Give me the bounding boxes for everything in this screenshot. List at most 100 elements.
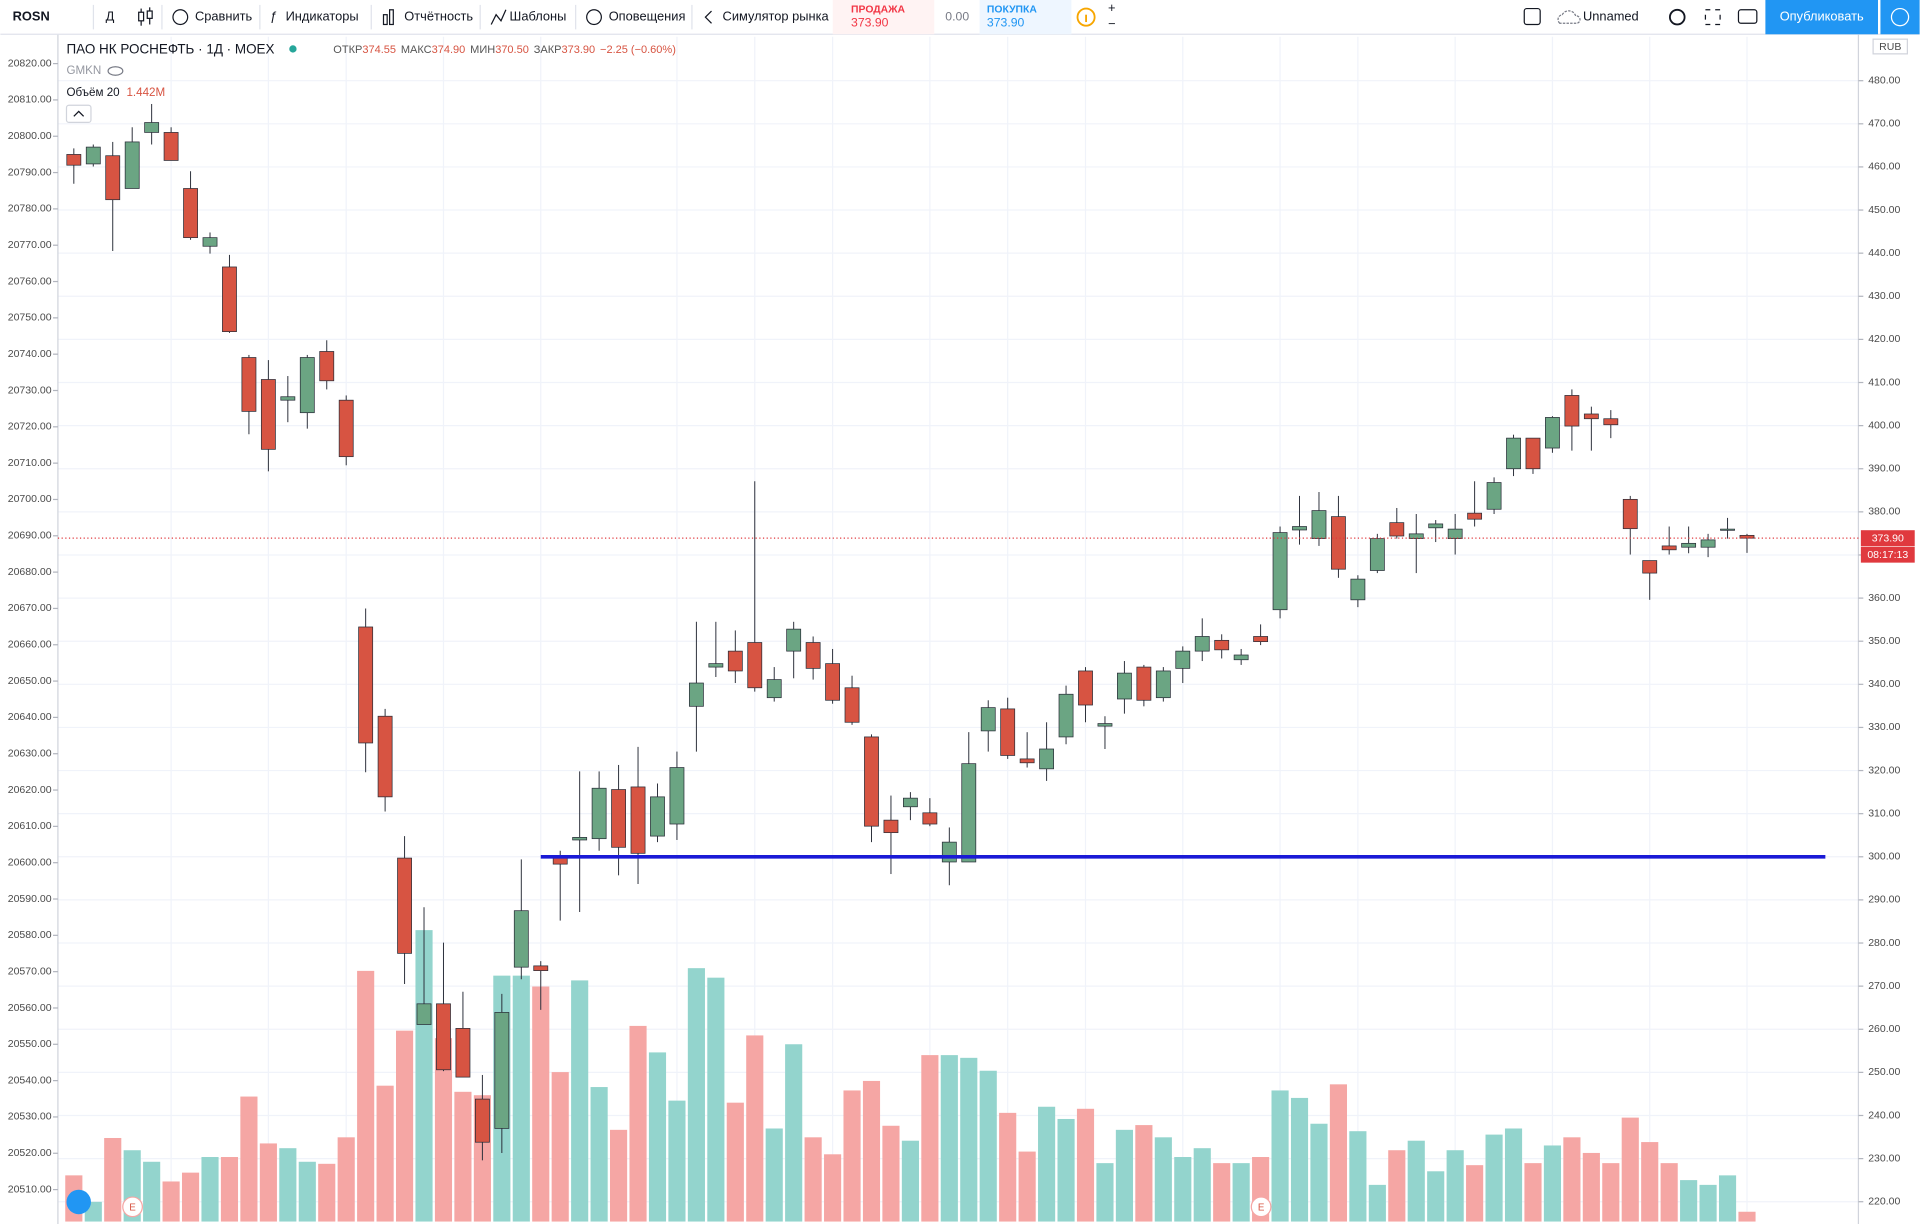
layout-name[interactable]: Unnamed (1583, 9, 1639, 24)
volume-bar (1446, 1150, 1464, 1222)
hidden-eye-icon[interactable] (107, 66, 124, 76)
y2-tick-label: 20740.00 (8, 348, 52, 360)
y-tick-label: 460.00 (1868, 161, 1900, 173)
volume-bar (1174, 1157, 1192, 1222)
collapse-button[interactable] (65, 104, 92, 124)
y2-tick-label: 20790.00 (8, 166, 52, 178)
volume-bar (687, 968, 705, 1222)
volume-bar (999, 1112, 1017, 1222)
last-price-box (1860, 530, 1915, 547)
snapshot-icon[interactable] (1737, 9, 1758, 24)
toolbar-button[interactable]: Оповещения (609, 9, 686, 24)
sell-box[interactable] (832, 0, 935, 35)
overlay: 373.90 08:17:13 E E (57, 530, 1915, 1218)
fullscreen-icon[interactable] (1704, 9, 1721, 26)
volume-value: 1.442M (126, 86, 165, 99)
volume-bar (1485, 1134, 1503, 1222)
volume-bar (862, 1080, 881, 1222)
y2-tick-label: 20770.00 (8, 239, 52, 251)
volume-bar (1582, 1152, 1600, 1222)
candle-body (105, 155, 121, 201)
ohlc-legend: ОТКР374.55 МАКС374.90 МИН370.50 ЗАКР373.90−… (333, 44, 676, 56)
volume-bar (1738, 1211, 1756, 1222)
earnings-marker (1250, 1196, 1272, 1218)
volume-bar (1096, 1163, 1114, 1222)
volume-bar (337, 1137, 355, 1222)
candle-body (338, 399, 354, 458)
candle-body (436, 1003, 451, 1071)
candle-body (66, 154, 82, 166)
candle-body (1175, 650, 1191, 669)
volume-bar (1680, 1180, 1698, 1222)
candle-body (1331, 516, 1346, 570)
y-tick-label: 400.00 (1868, 419, 1900, 431)
y2-tick-label: 20580.00 (8, 929, 52, 941)
candle-body (124, 141, 140, 189)
y-tick-label: 230.00 (1868, 1152, 1900, 1164)
toolbar-button[interactable]: Индикаторы (286, 9, 359, 24)
toolbar-button[interactable]: Отчётность (404, 9, 473, 24)
high-label: МАКС (401, 44, 432, 56)
toolbar-button[interactable]: Шаблоны (510, 9, 567, 24)
info-icon[interactable] (1076, 7, 1096, 27)
publish-button[interactable] (1765, 0, 1878, 35)
collapse-icon (73, 110, 85, 117)
y2-tick-label: 20760.00 (8, 275, 52, 287)
volume-bar (1213, 1163, 1231, 1222)
volume-bar (1621, 1117, 1639, 1222)
candle-body (1292, 526, 1307, 531)
y-tick-label: 310.00 (1868, 807, 1900, 819)
logo (66, 1189, 91, 1215)
volume-bar (824, 1154, 842, 1222)
toolbar-button[interactable]: Симулятор рынка (723, 9, 830, 24)
select-box[interactable] (1523, 7, 1541, 26)
candle-body (1097, 723, 1113, 727)
volume-bar (318, 1163, 336, 1222)
y2-tick-label: 20750.00 (8, 312, 52, 324)
y-tick-label: 240.00 (1868, 1109, 1900, 1121)
candle-body (397, 857, 412, 954)
volume-bar (901, 1140, 919, 1222)
status-dot (289, 45, 297, 53)
volume-bar (668, 1100, 686, 1222)
candle-body (1078, 670, 1093, 706)
volume-bar (882, 1125, 900, 1222)
volume-bar (1232, 1163, 1250, 1222)
qty-minus[interactable]: − (1108, 16, 1116, 31)
volume-bar (765, 1128, 783, 1222)
buy-box[interactable] (979, 0, 1072, 35)
candle-body (1136, 666, 1152, 701)
alerts-icon (586, 9, 602, 26)
volume-bar (434, 1038, 453, 1222)
candle-body (1642, 560, 1658, 574)
play-button[interactable] (1880, 0, 1920, 35)
y-tick-label: 290.00 (1868, 894, 1900, 906)
volume-bar (104, 1137, 122, 1222)
volume-bar (629, 1025, 647, 1222)
volume-bar (1038, 1106, 1056, 1222)
settings-icon[interactable] (1669, 8, 1686, 26)
candle-body (1583, 413, 1599, 420)
volume-bar (921, 1055, 939, 1222)
volume-bar (1427, 1171, 1445, 1222)
y-tick-label: 260.00 (1868, 1023, 1900, 1035)
candle-body (85, 146, 101, 165)
y-tick-label: 270.00 (1868, 980, 1900, 992)
publish-label: Опубликовать (1780, 9, 1864, 24)
y2-tick-label: 20530.00 (8, 1111, 52, 1123)
toolbar-button[interactable]: Сравнить (195, 9, 253, 24)
candle-body (1019, 758, 1035, 764)
volume-bar (1018, 1151, 1036, 1222)
qty-plus[interactable]: + (1108, 0, 1116, 15)
y2-tick-label: 20540.00 (8, 1074, 52, 1086)
volume-bar (1699, 1184, 1717, 1222)
sell-price: 373.90 (851, 15, 889, 29)
candle-body (533, 965, 549, 971)
candle-body (222, 266, 237, 333)
symbol[interactable]: ROSN (13, 9, 50, 24)
chart-style-icon[interactable] (138, 7, 153, 26)
interval[interactable]: Д (106, 9, 115, 24)
earnings-marker-label: E (129, 1203, 136, 1214)
y-tick-label: 330.00 (1868, 721, 1900, 733)
volume-bar (1563, 1137, 1581, 1222)
